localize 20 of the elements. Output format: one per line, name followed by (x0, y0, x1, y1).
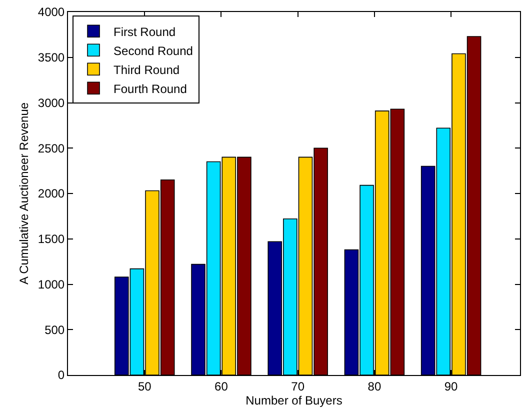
y-axis-title: A Cumulative Auctioneer Revenue (17, 102, 32, 285)
x-tick-label: 90 (444, 379, 458, 394)
y-tick-label: 4000 (38, 5, 65, 20)
y-tick-label: 1000 (38, 277, 65, 292)
y-tick-label: 1500 (38, 232, 65, 246)
y-tick-label: 0 (58, 368, 65, 382)
legend-label: First Round (114, 24, 176, 39)
legend-label: Second Round (114, 44, 193, 58)
y-tick-label: 2500 (38, 141, 65, 156)
x-tick-label: 80 (368, 379, 382, 394)
y-tick-label: 3000 (38, 96, 65, 110)
legend-label: Fourth Round (114, 82, 187, 96)
x-axis-title: Number of Buyers (246, 393, 342, 408)
y-tick-label: 2000 (38, 186, 65, 201)
x-tick-label: 50 (138, 379, 152, 394)
legend-label: Third Round (114, 62, 180, 77)
y-tick-label: 500 (44, 322, 65, 337)
y-tick-label: 3500 (38, 50, 65, 65)
x-tick-label: 60 (214, 379, 228, 394)
x-tick-label: 70 (291, 379, 305, 394)
